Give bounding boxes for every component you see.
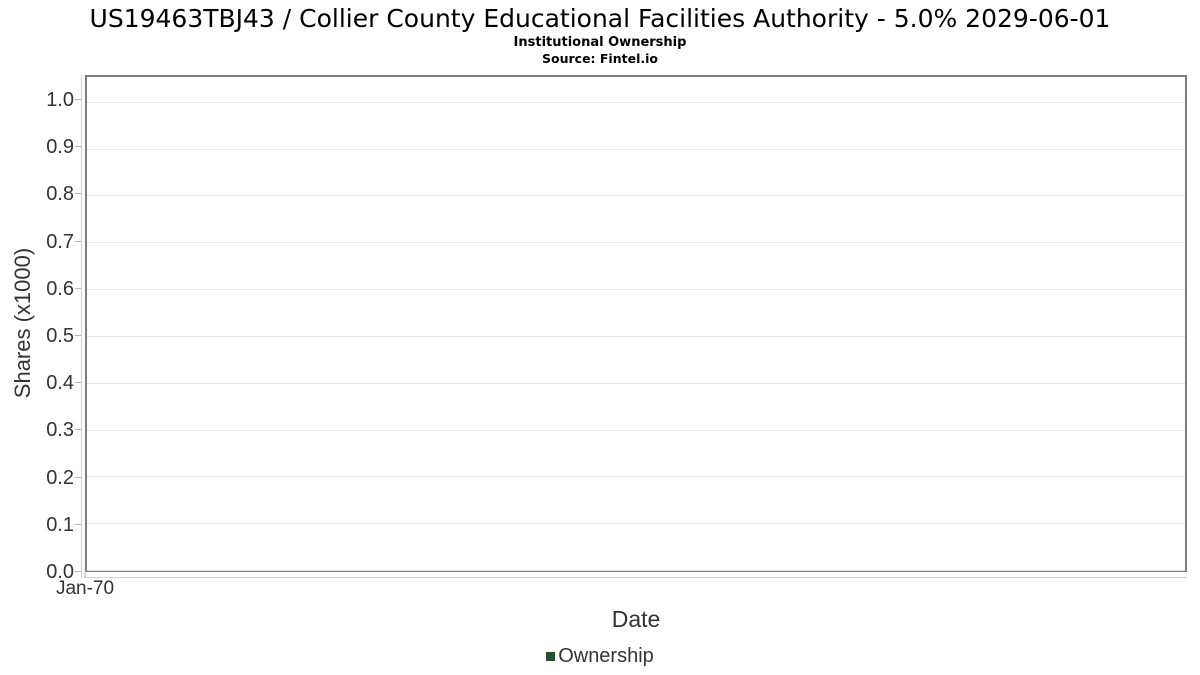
y-tick-label: 0.0 xyxy=(46,561,74,583)
plot-area xyxy=(85,75,1187,572)
y-gridline xyxy=(87,570,1185,571)
y-gridline xyxy=(87,523,1185,525)
x-tick-mark xyxy=(84,571,86,578)
y-gridline xyxy=(87,148,1185,150)
y-tick-mark xyxy=(75,287,81,289)
y-tick-mark xyxy=(75,476,81,478)
x-axis-tick-labels: Jan-70 xyxy=(56,578,1187,602)
x-axis-label: Date xyxy=(611,606,661,632)
y-tick-label: 0.8 xyxy=(46,183,74,206)
y-tick-mark xyxy=(75,382,81,384)
ownership-series-layer xyxy=(87,77,1185,570)
plot-gridlines xyxy=(87,77,1185,571)
x-axis-tick-line xyxy=(85,577,1187,578)
y-tick-label: 0.4 xyxy=(46,372,74,395)
y-gridline xyxy=(87,382,1185,384)
chart-subtitle: Institutional Ownership xyxy=(513,35,687,50)
y-axis-tick-marks xyxy=(75,75,81,572)
y-axis-tick-labels: 0.0 0.1 0.2 0.3 0.4 0.5 0.6 0.7 0.8 0.9 1.0 xyxy=(0,75,74,583)
y-tick-mark xyxy=(75,571,81,572)
y-tick-mark xyxy=(75,335,81,336)
y-tick-label: 0.3 xyxy=(46,419,74,442)
y-gridline xyxy=(87,476,1185,478)
y-gridline xyxy=(87,289,1185,291)
chart-source: Source: Fintel.io xyxy=(542,51,658,66)
legend: Ownership xyxy=(0,645,1200,668)
y-axis-label: Shares (x1000) xyxy=(10,247,35,399)
y-tick-label: 0.9 xyxy=(46,136,74,159)
y-tick-label: 0.2 xyxy=(46,466,74,489)
y-gridline xyxy=(87,429,1185,431)
y-tick-mark xyxy=(75,193,81,195)
chart-title: US19463TBJ43 / Collier County Educationa… xyxy=(89,4,1111,33)
y-tick-mark xyxy=(75,240,81,242)
y-tick-mark xyxy=(75,146,81,148)
x-axis-tick-marks xyxy=(84,571,1187,578)
y-gridline xyxy=(87,242,1185,244)
y-gridline xyxy=(87,335,1185,337)
y-tick-mark xyxy=(75,523,81,525)
y-tick-mark xyxy=(75,429,81,431)
legend-label: Ownership xyxy=(558,645,654,667)
y-tick-label: 0.1 xyxy=(46,513,74,536)
y-gridline xyxy=(87,101,1185,103)
y-tick-mark xyxy=(75,99,81,100)
y-tick-label: 1.0 xyxy=(46,89,74,111)
y-gridline xyxy=(87,195,1185,197)
y-tick-label: 0.6 xyxy=(46,277,74,300)
y-axis-tick-line xyxy=(81,75,82,578)
x-tick-label: Jan-70 xyxy=(55,578,115,599)
y-tick-label: 0.5 xyxy=(46,325,74,347)
y-tick-label: 0.7 xyxy=(46,230,74,253)
legend-marker xyxy=(546,652,556,661)
